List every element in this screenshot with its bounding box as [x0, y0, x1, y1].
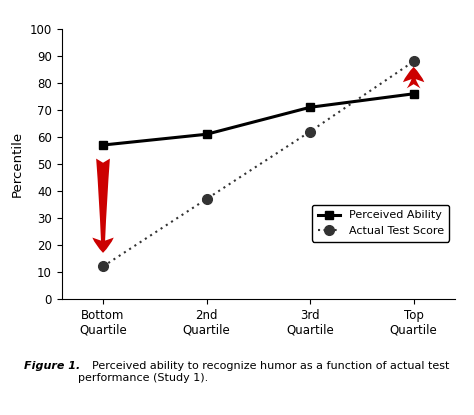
- Y-axis label: Percentile: Percentile: [11, 131, 24, 197]
- Legend: Perceived Ability, Actual Test Score: Perceived Ability, Actual Test Score: [312, 205, 449, 242]
- Text: Perceived ability to recognize humor as a function of actual test
performance (S: Perceived ability to recognize humor as …: [78, 361, 449, 383]
- Text: Figure 1.: Figure 1.: [24, 361, 80, 371]
